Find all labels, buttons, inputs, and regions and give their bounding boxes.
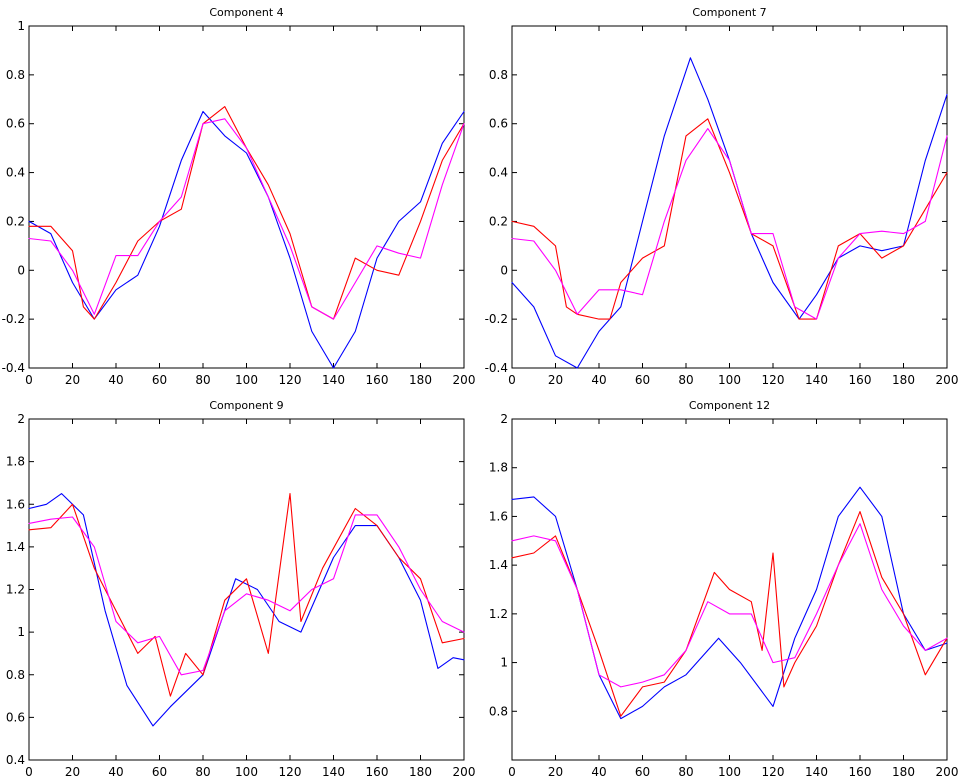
- x-tick-label: 200: [936, 373, 959, 387]
- x-tick-label: 0: [25, 373, 33, 387]
- x-tick-label: 60: [635, 373, 650, 387]
- x-tick-label: 40: [108, 765, 123, 779]
- x-tick-label: 160: [849, 373, 872, 387]
- x-tick-label: 20: [65, 373, 80, 387]
- y-tick-label: 0.8: [6, 68, 25, 82]
- y-tick-label: 1.2: [6, 583, 25, 597]
- y-tick-label: 0.6: [6, 710, 25, 724]
- y-tick-label: 2: [500, 412, 508, 426]
- x-tick-label: 40: [591, 765, 606, 779]
- x-tick-label: 80: [195, 765, 210, 779]
- x-tick-label: 160: [366, 373, 389, 387]
- series-line-red: [28, 106, 465, 320]
- x-tick-label: 200: [936, 765, 959, 779]
- x-tick-label: 180: [409, 765, 432, 779]
- chart-component-12: Component 12 0 20 40 60 80 100 120 140 160 180 200 0…: [489, 399, 959, 779]
- y-tick-label: 1.6: [489, 509, 508, 523]
- axes-frame: [28, 418, 465, 761]
- y-tick-label: -0.2: [2, 312, 25, 326]
- x-tick-label: 60: [635, 765, 650, 779]
- x-tick-label: 200: [453, 373, 476, 387]
- y-tick-label: 1.8: [489, 461, 508, 475]
- y-tick-label: 0.4: [489, 166, 508, 180]
- series-line-magenta: [28, 118, 465, 320]
- x-tick-label: 120: [279, 373, 302, 387]
- y-tick-label: 1.4: [6, 540, 25, 554]
- chart-component-9: Component 9 0 20 40 60 80 100 120 140 160 180 200 0.…: [6, 399, 476, 779]
- x-tick-label: 0: [508, 373, 516, 387]
- x-tick-label: 160: [366, 765, 389, 779]
- x-tick-label: 120: [762, 373, 785, 387]
- y-tick-label: 0.2: [489, 214, 508, 228]
- x-tick-label: 40: [108, 373, 123, 387]
- x-tick-label: 100: [718, 765, 741, 779]
- chart-title: Component 9: [209, 399, 283, 412]
- chart-title: Component 7: [692, 6, 766, 19]
- x-tick-label: 140: [805, 373, 828, 387]
- y-tick-label: 1.6: [6, 497, 25, 511]
- x-tick-label: 140: [322, 765, 345, 779]
- x-tick-label: 160: [849, 765, 872, 779]
- chart-title: Component 12: [689, 399, 770, 412]
- series-line-blue: [28, 493, 465, 727]
- x-tick-label: 80: [678, 373, 693, 387]
- x-tick-label: 140: [322, 373, 345, 387]
- y-tick-label: 1.2: [489, 607, 508, 621]
- x-tick-label: 20: [548, 373, 563, 387]
- x-tick-label: 100: [235, 765, 258, 779]
- y-tick-label: 0.6: [489, 117, 508, 131]
- y-tick-label: 0.8: [489, 704, 508, 718]
- y-tick-label: 0.4: [6, 753, 25, 767]
- y-tick-label: 0.4: [6, 166, 25, 180]
- series-line-magenta: [511, 523, 948, 688]
- y-tick-label: 2: [17, 412, 25, 426]
- series-line-red: [28, 493, 465, 697]
- y-tick-label: 1: [17, 625, 25, 639]
- x-tick-label: 20: [548, 765, 563, 779]
- y-tick-label: 0.6: [6, 117, 25, 131]
- x-tick-label: 0: [25, 765, 33, 779]
- y-tick-label: -0.2: [485, 312, 508, 326]
- x-tick-label: 60: [152, 373, 167, 387]
- y-tick-label: 1: [500, 656, 508, 670]
- x-tick-label: 60: [152, 765, 167, 779]
- y-tick-label: -0.4: [485, 361, 508, 375]
- x-tick-label: 20: [65, 765, 80, 779]
- x-tick-label: 120: [279, 765, 302, 779]
- x-tick-label: 180: [409, 373, 432, 387]
- y-tick-label: 0.2: [6, 214, 25, 228]
- axes-frame: [511, 25, 948, 369]
- y-tick-label: 0.8: [489, 68, 508, 82]
- chart-component-4: Component 4 0 20 40 60 80 100 120 140 160 180 200 -0…: [2, 6, 476, 387]
- x-tick-label: 80: [195, 373, 210, 387]
- series-line-red: [511, 511, 948, 717]
- x-tick-label: 40: [591, 373, 606, 387]
- y-tick-label: 1: [17, 19, 25, 33]
- series-line-magenta: [28, 514, 465, 676]
- x-tick-label: 180: [892, 765, 915, 779]
- axes-frame: [28, 25, 465, 369]
- y-tick-label: 1.4: [489, 558, 508, 572]
- y-tick-label: 0.8: [6, 668, 25, 682]
- x-tick-label: 100: [235, 373, 258, 387]
- chart-title: Component 4: [209, 6, 283, 19]
- series-line-blue: [28, 110, 465, 369]
- series-line-magenta: [511, 128, 948, 320]
- x-tick-label: 180: [892, 373, 915, 387]
- x-tick-label: 100: [718, 373, 741, 387]
- y-tick-label: -0.4: [2, 361, 25, 375]
- x-tick-label: 0: [508, 765, 516, 779]
- x-tick-label: 140: [805, 765, 828, 779]
- x-tick-label: 80: [678, 765, 693, 779]
- chart-component-7: Component 7 0 20 40 60 80 100 120 140 160 180 200 -0…: [485, 6, 959, 387]
- x-tick-label: 200: [453, 765, 476, 779]
- series-line-red: [511, 118, 948, 320]
- y-tick-label: 1.8: [6, 455, 25, 469]
- x-tick-label: 120: [762, 765, 785, 779]
- y-tick-label: 0: [500, 263, 508, 277]
- y-tick-label: 0: [17, 263, 25, 277]
